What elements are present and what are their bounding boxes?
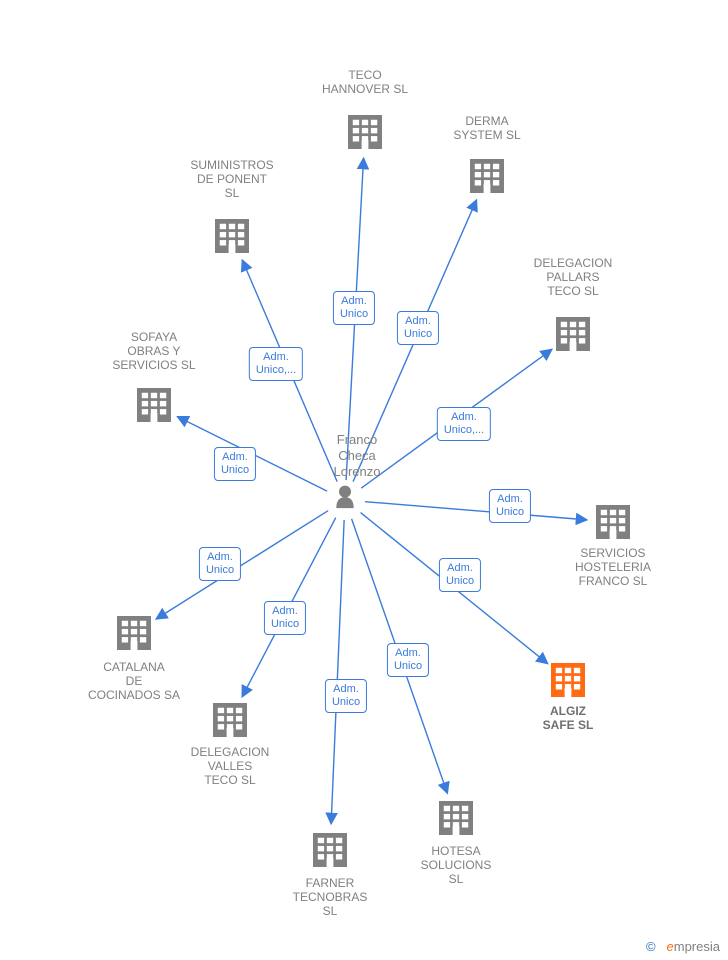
edge-label: Adm. Unico <box>397 311 439 345</box>
edge-label: Adm. Unico <box>387 643 429 677</box>
edge-label: Adm. Unico <box>214 447 256 481</box>
edge-label: Adm. Unico <box>264 601 306 635</box>
node-label: HOTESA SOLUCIONS SL <box>421 844 492 886</box>
node-label: SOFAYA OBRAS Y SERVICIOS SL <box>112 330 195 372</box>
node-label: SERVICIOS HOSTELERIA FRANCO SL <box>575 546 651 588</box>
copyright-symbol: © <box>646 939 656 954</box>
node-label: DERMA SYSTEM SL <box>453 114 520 142</box>
edge-label: Adm. Unico <box>489 489 531 523</box>
edge-label: Adm. Unico,... <box>249 347 303 381</box>
edge-label: Adm. Unico <box>325 679 367 713</box>
edge-label: Adm. Unico,... <box>437 407 491 441</box>
node-label: CATALANA DE COCINADOS SA <box>88 660 180 702</box>
edge-label: Adm. Unico <box>199 547 241 581</box>
edge-label: Adm. Unico <box>439 558 481 592</box>
brand-first-letter: e <box>667 939 674 954</box>
node-label: DELEGACION VALLES TECO SL <box>191 745 270 787</box>
html-overlay: Adm. Unico Adm. Unico Adm. Unico,... Adm. U… <box>0 0 728 960</box>
center-node-label: Franco Checa Lorenzo <box>334 432 381 480</box>
node-label: TECO HANNOVER SL <box>322 68 408 96</box>
node-label: SUMINISTROS DE PONENT SL <box>190 158 273 200</box>
footer-credit: © empresia <box>646 939 720 954</box>
node-label: FARNER TECNOBRAS SL <box>293 876 368 918</box>
node-label: ALGIZ SAFE SL <box>543 704 594 732</box>
edge-label: Adm. Unico <box>333 291 375 325</box>
node-label: DELEGACION PALLARS TECO SL <box>534 256 613 298</box>
brand-rest: mpresia <box>674 939 720 954</box>
